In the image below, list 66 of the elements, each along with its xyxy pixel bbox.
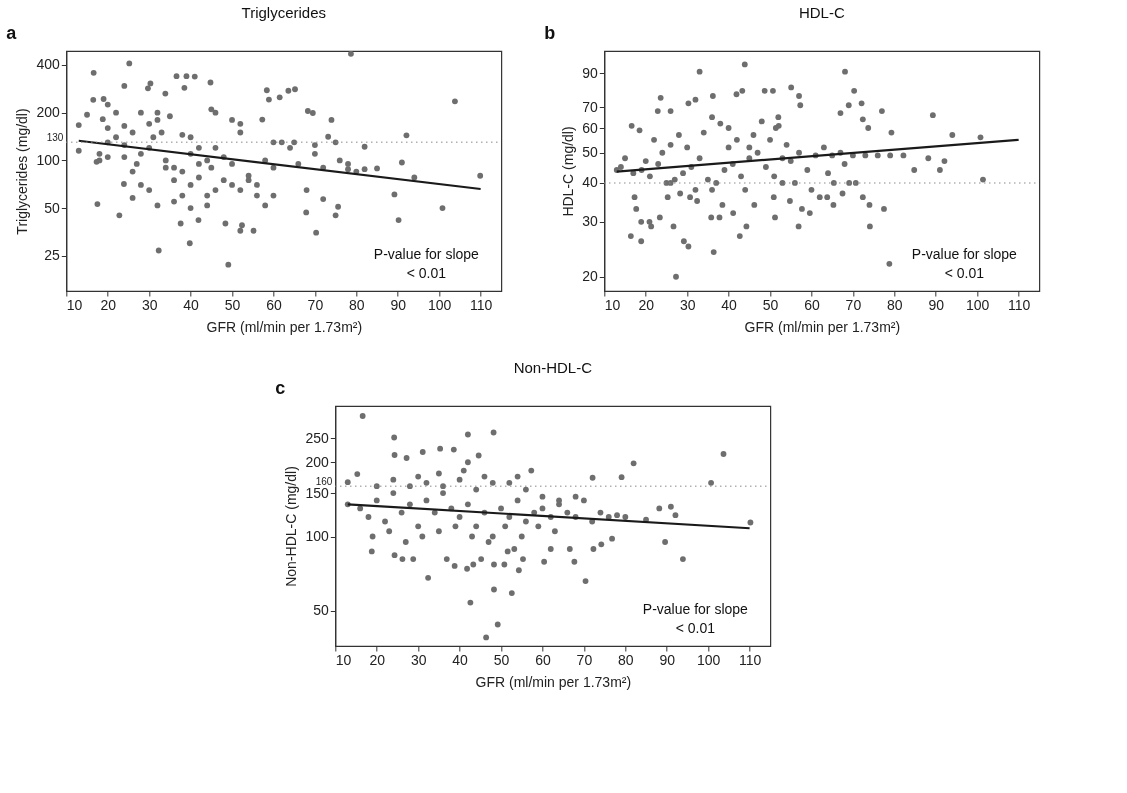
y-tick-label: 90 [582, 64, 599, 81]
x-tick-label: 10 [66, 296, 83, 313]
x-tick-label: 30 [679, 296, 696, 313]
y-tick-label: 400 [36, 56, 61, 73]
x-tick-label: 20 [100, 296, 117, 313]
x-tick-label: 110 [1007, 296, 1031, 313]
y-tick-label: 20 [582, 268, 599, 285]
x-tick-label: 80 [349, 296, 365, 313]
y-axis-title: HDL-C (mg/dl) [560, 126, 577, 217]
y-tick-label: 50 [313, 602, 330, 619]
x-tick-label: 70 [845, 296, 862, 313]
x-tick-label: 90 [390, 296, 407, 313]
y-tick-label: 70 [582, 98, 599, 115]
x-tick-label: 110 [738, 651, 762, 668]
annotation: < 0.01 [944, 265, 985, 281]
x-tick-label: 20 [369, 651, 386, 668]
annotation: P-value for slope [642, 601, 749, 617]
x-tick-label: 100 [428, 296, 452, 313]
y-tick-label: 200 [305, 453, 330, 470]
chart-title: Non-HDL-C [513, 359, 593, 376]
x-tick-label: 40 [452, 651, 469, 668]
y-tick-label: 100 [305, 528, 330, 545]
y-tick-label: 200 [36, 104, 61, 121]
y-tick-label: 50 [44, 199, 61, 216]
y-tick-label: 50 [582, 144, 599, 161]
y-tick-label: 60 [582, 119, 599, 136]
x-tick-label: 100 [966, 296, 990, 313]
x-tick-label: 90 [928, 296, 945, 313]
x-tick-label: 50 [224, 296, 241, 313]
y-axis-title: Non-HDL-C (mg/dl) [283, 466, 300, 587]
x-tick-label: 100 [697, 651, 721, 668]
chart-title: HDL-C [798, 4, 845, 21]
x-tick-label: 30 [410, 651, 427, 668]
x-tick-label: 30 [141, 296, 158, 313]
annotation: P-value for slope [373, 246, 480, 262]
annotation: < 0.01 [675, 620, 716, 636]
y-tick-label: 30 [582, 213, 599, 230]
text: b [544, 23, 556, 43]
text: c [275, 378, 286, 398]
annotation: < 0.01 [406, 265, 447, 281]
x-tick-label: 50 [762, 296, 779, 313]
y-axis-title: Triglycerides (mg/dl) [14, 108, 31, 235]
x-tick-label: 40 [721, 296, 738, 313]
x-tick-label: 60 [804, 296, 820, 313]
x-tick-label: 20 [638, 296, 655, 313]
x-tick-label: 90 [659, 651, 676, 668]
x-tick-label: 40 [183, 296, 200, 313]
x-tick-label: 60 [535, 651, 551, 668]
y-tick-label: 25 [44, 247, 61, 264]
x-axis-title: GFR (ml/min per 1.73m²) [475, 673, 632, 690]
x-tick-label: 60 [266, 296, 282, 313]
x-axis-title: GFR (ml/min per 1.73m²) [206, 318, 363, 335]
annotation: P-value for slope [911, 246, 1018, 262]
y-tick-label: 250 [305, 429, 330, 446]
x-tick-label: 10 [335, 651, 352, 668]
x-tick-label: 80 [887, 296, 903, 313]
chart-title: Triglycerides [241, 4, 327, 21]
ref-line-label: 130 [46, 132, 64, 144]
x-axis-title: GFR (ml/min per 1.73m²) [744, 318, 901, 335]
text: a [6, 23, 18, 43]
x-tick-label: 110 [469, 296, 493, 313]
y-tick-label: 40 [582, 174, 599, 191]
y-tick-label: 100 [36, 151, 61, 168]
x-tick-label: 50 [493, 651, 510, 668]
x-tick-label: 80 [618, 651, 634, 668]
x-tick-label: 10 [604, 296, 621, 313]
